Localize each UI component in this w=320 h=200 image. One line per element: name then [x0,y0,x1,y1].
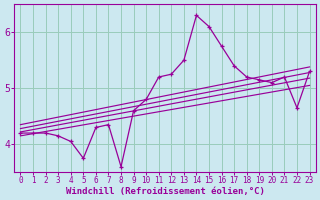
X-axis label: Windchill (Refroidissement éolien,°C): Windchill (Refroidissement éolien,°C) [66,187,264,196]
